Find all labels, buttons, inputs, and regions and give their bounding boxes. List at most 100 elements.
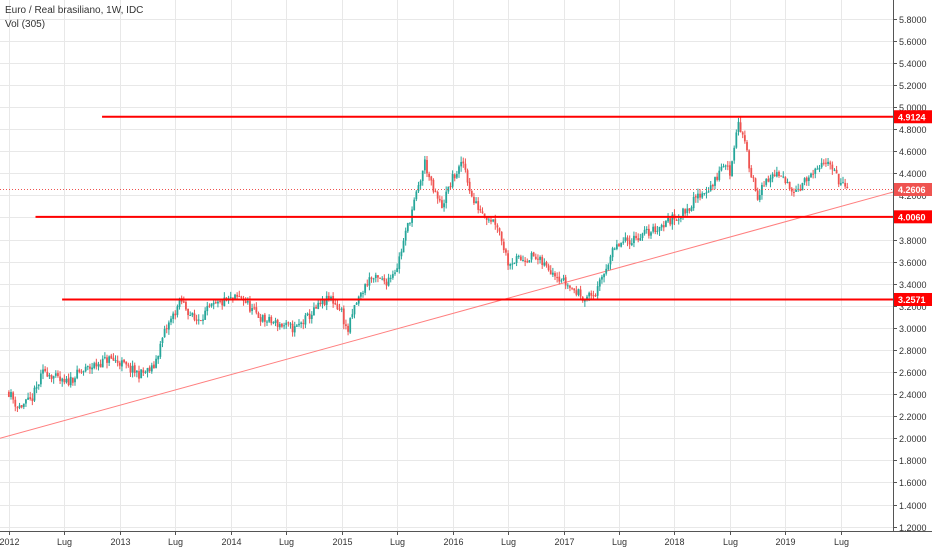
candle-body — [537, 258, 539, 260]
candle-body — [20, 405, 23, 408]
candle-body — [846, 186, 849, 188]
candle-body — [810, 173, 812, 178]
candle-body — [189, 315, 192, 317]
candle-body — [441, 200, 443, 208]
candle-body — [763, 185, 765, 187]
candle-body — [18, 405, 21, 408]
candle-body — [643, 229, 646, 234]
candle-body — [362, 292, 364, 294]
candle-body — [39, 373, 42, 385]
candle-body — [494, 219, 497, 225]
candle-body — [315, 306, 317, 309]
candle-body — [317, 302, 320, 309]
x-tick-label: Lug — [723, 537, 738, 547]
candle-body — [419, 180, 422, 186]
candle-body — [839, 183, 842, 185]
candle-body — [391, 274, 394, 278]
candle-body — [61, 378, 64, 382]
candle-body — [756, 190, 759, 200]
x-tick-label: 2016 — [443, 537, 463, 547]
candle-body — [231, 297, 234, 299]
candle-body — [31, 398, 34, 402]
candle-body — [726, 165, 729, 167]
candle-body — [255, 307, 258, 313]
price-axis[interactable] — [893, 0, 932, 550]
candle-body — [669, 218, 672, 225]
level-price-label: 4.0060 — [898, 212, 926, 222]
candle-body — [524, 260, 527, 262]
candle-body — [155, 358, 157, 368]
candle-body — [144, 371, 147, 373]
candle-body — [150, 365, 153, 372]
candle-body — [197, 319, 200, 321]
candle-body — [462, 161, 465, 164]
x-tick-label: 2014 — [221, 537, 241, 547]
candle-body — [368, 277, 371, 286]
candle-body — [287, 322, 290, 324]
candle-body — [485, 217, 488, 220]
candle-body — [163, 328, 166, 338]
x-tick-label: Lug — [390, 537, 405, 547]
candle-body — [694, 196, 697, 198]
candle-body — [711, 184, 714, 187]
y-tick-label: 5.0000 — [899, 103, 927, 113]
candle-body — [406, 223, 409, 232]
candle-body — [118, 362, 121, 366]
trend-line[interactable] — [0, 191, 894, 439]
candle-body — [447, 186, 450, 192]
y-tick-label: 3.8000 — [899, 236, 927, 246]
candle-body — [125, 361, 128, 365]
candle-body — [686, 208, 689, 213]
candle-body — [647, 228, 650, 236]
candle-body — [515, 256, 518, 263]
candle-body — [206, 306, 209, 312]
level-price-label-bg — [894, 110, 932, 124]
candle-body — [771, 174, 774, 179]
candle-body — [131, 365, 134, 373]
candle-body — [788, 181, 791, 190]
candle-body — [558, 276, 561, 282]
candle-body — [187, 308, 189, 316]
candle-body — [340, 308, 343, 310]
level-price-label-bg — [894, 292, 932, 306]
candle-body — [54, 373, 57, 376]
candle-body — [223, 297, 226, 306]
candle-body — [498, 228, 501, 232]
candle-body — [140, 369, 143, 379]
candle-body — [404, 230, 407, 241]
candle-body — [436, 192, 439, 199]
candle-body — [675, 219, 678, 221]
candle-body — [665, 221, 667, 227]
candle-body — [752, 177, 755, 179]
level-price-label: 4.9124 — [898, 112, 926, 122]
candle-body — [108, 356, 111, 363]
x-tick-label: 2012 — [0, 537, 20, 547]
candle-body — [249, 301, 251, 312]
y-tick-label: 5.8000 — [899, 15, 927, 25]
candle-body — [773, 174, 776, 176]
candle-body — [526, 261, 529, 263]
candle-body — [193, 313, 196, 320]
candle-body — [234, 294, 236, 299]
candle-body — [379, 277, 381, 279]
candle-body — [110, 355, 113, 359]
candle-body — [44, 368, 47, 372]
candle-body — [784, 177, 787, 184]
candle-body — [479, 209, 482, 211]
candle-body — [430, 176, 433, 181]
candle-body — [588, 292, 591, 297]
candle-body — [426, 159, 428, 174]
candle-body — [443, 203, 445, 208]
candle-body — [842, 182, 844, 184]
candle-body — [496, 225, 499, 228]
candle-body — [605, 268, 608, 274]
candle-body — [812, 173, 815, 175]
candle-body — [50, 375, 53, 380]
candle-body — [257, 312, 260, 318]
candle-body — [519, 256, 522, 261]
candle-body — [191, 312, 194, 316]
candle-body — [650, 232, 652, 236]
candle-body — [212, 302, 215, 305]
